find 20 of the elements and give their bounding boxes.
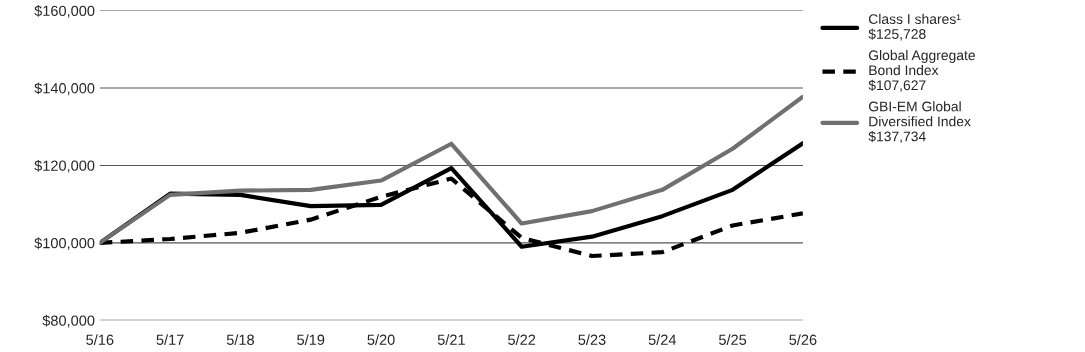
y-tick-label: $160,000 <box>34 5 95 18</box>
legend-label: GBI-EM Global Diversified Index $137,734 <box>868 101 971 143</box>
y-tick-label: $80,000 <box>42 314 95 328</box>
x-tick-label: 5/19 <box>297 334 325 345</box>
x-tick-label: 5/23 <box>578 334 606 345</box>
x-tick-label: 5/20 <box>367 334 395 345</box>
x-tick-label: 5/25 <box>718 334 747 345</box>
legend-label: Class I shares¹ $125,728 <box>868 13 961 41</box>
y-tick-label: $100,000 <box>34 237 95 251</box>
x-tick-label: 5/16 <box>86 334 114 345</box>
legend-label: Global Aggregate Bond Index $107,627 <box>868 50 975 92</box>
x-tick-label: 5/21 <box>437 334 465 345</box>
y-tick-label: $120,000 <box>34 159 95 173</box>
line-series <box>99 94 803 245</box>
x-tick-label: 5/24 <box>648 334 677 345</box>
x-tick-label: 5/22 <box>508 334 536 345</box>
x-tick-label: 5/18 <box>226 334 254 345</box>
y-tick-label: $140,000 <box>34 82 95 96</box>
x-tick-label: 5/17 <box>156 334 184 345</box>
x-tick-label: 5/26 <box>789 334 817 345</box>
